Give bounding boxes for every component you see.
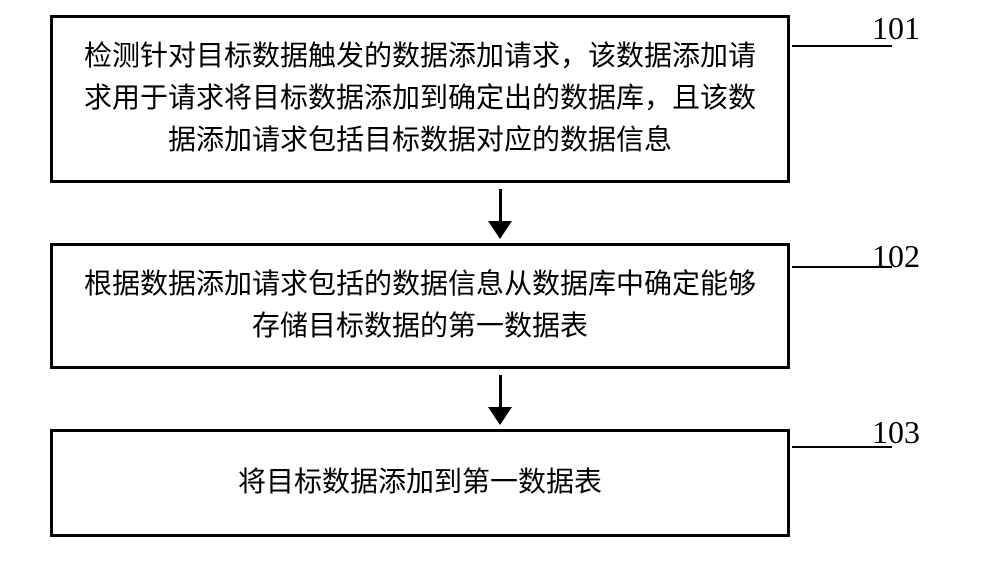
flowchart-node-text: 根据数据添加请求包括的数据信息从数据库中确定能够存储目标数据的第一数据表 bbox=[83, 264, 757, 348]
arrow-down-icon bbox=[499, 189, 502, 237]
flowchart-node: 根据数据添加请求包括的数据信息从数据库中确定能够存储目标数据的第一数据表 bbox=[50, 243, 790, 369]
flowchart-node-label: 102 bbox=[872, 238, 920, 275]
flowchart-arrow bbox=[130, 183, 870, 243]
flowchart-step-row: 检测针对目标数据触发的数据添加请求，该数据添加请求用于请求将目标数据添加到确定出… bbox=[50, 15, 950, 183]
flowchart-arrow bbox=[130, 369, 870, 429]
flowchart-node: 检测针对目标数据触发的数据添加请求，该数据添加请求用于请求将目标数据添加到确定出… bbox=[50, 15, 790, 183]
flowchart-container: 检测针对目标数据触发的数据添加请求，该数据添加请求用于请求将目标数据添加到确定出… bbox=[50, 15, 950, 537]
flowchart-node-label: 101 bbox=[872, 10, 920, 47]
flowchart-node-text: 检测针对目标数据触发的数据添加请求，该数据添加请求用于请求将目标数据添加到确定出… bbox=[83, 36, 757, 162]
flowchart-node-text: 将目标数据添加到第一数据表 bbox=[238, 462, 602, 504]
flowchart-node: 将目标数据添加到第一数据表 bbox=[50, 429, 790, 537]
flowchart-node-label: 103 bbox=[872, 414, 920, 451]
flowchart-step-row: 将目标数据添加到第一数据表 103 bbox=[50, 429, 950, 537]
flowchart-step-row: 根据数据添加请求包括的数据信息从数据库中确定能够存储目标数据的第一数据表 102 bbox=[50, 243, 950, 369]
arrow-down-icon bbox=[499, 375, 502, 423]
